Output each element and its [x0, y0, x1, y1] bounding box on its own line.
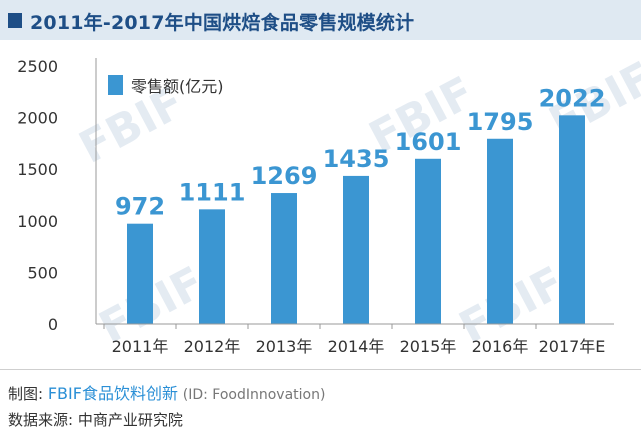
x-axis: 2011年 2012年 2013年 2014年 2015年 2016年 2017年E	[96, 323, 614, 356]
data-source: 数据来源: 中商产业研究院	[8, 411, 183, 429]
legend: 零售额(亿元)	[108, 75, 224, 96]
footer-divider	[0, 369, 641, 370]
bar-data-label: 1435	[323, 145, 390, 173]
bar	[559, 115, 585, 325]
y-tick-label: 0	[48, 315, 58, 334]
x-tick-label: 2012年	[184, 337, 241, 356]
bar-data-label: 1111	[179, 178, 246, 206]
bar-data-label: 1269	[251, 162, 318, 190]
legend-swatch	[108, 75, 123, 95]
credit-label: 制图:	[8, 385, 44, 403]
bar	[415, 158, 441, 324]
bar-data-label: 972	[115, 193, 165, 221]
credit-id: (ID: FoodInnovation)	[182, 387, 326, 403]
bar-chart: FBIF FBIF FBIF FBIF FBIF 零售额(亿元) 0500100…	[17, 52, 641, 356]
y-tick-label: 1000	[17, 212, 58, 231]
bar-data-label: 1795	[467, 108, 534, 136]
credit-line: 制图: FBIF食品饮料创新 (ID: FoodInnovation)	[8, 380, 325, 404]
title-marker	[8, 13, 22, 28]
bar	[487, 138, 513, 324]
y-tick-label: 2000	[17, 109, 58, 128]
bar	[271, 193, 297, 324]
bar-data-label: 1601	[395, 128, 462, 156]
bar	[199, 209, 225, 324]
x-tick-label: 2015年	[400, 337, 457, 356]
chart-title: 2011年-2017年中国烘焙食品零售规模统计	[30, 12, 415, 34]
y-tick-label: 2500	[17, 57, 58, 76]
y-tick-label: 500	[27, 263, 58, 282]
legend-label: 零售额(亿元)	[131, 77, 224, 96]
x-tick-label: 2014年	[328, 337, 385, 356]
bar	[343, 175, 369, 324]
x-tick-label: 2011年	[112, 337, 169, 356]
title-bar: 2011年-2017年中国烘焙食品零售规模统计	[0, 0, 641, 40]
y-tick-label: 1500	[17, 160, 58, 179]
x-tick-label: 2017年E	[539, 337, 606, 356]
bar-series	[127, 115, 585, 325]
x-tick-label: 2016年	[472, 337, 529, 356]
bar-data-label: 2022	[539, 84, 606, 112]
x-tick-label: 2013年	[256, 337, 313, 356]
y-axis: 0 500 1000 1500 2000 2500	[17, 57, 97, 334]
credit-brand: FBIF食品饮料创新	[47, 384, 178, 403]
chart-area: FBIF FBIF FBIF FBIF FBIF 零售额(亿元) 0500100…	[0, 44, 641, 364]
bar	[127, 223, 153, 324]
